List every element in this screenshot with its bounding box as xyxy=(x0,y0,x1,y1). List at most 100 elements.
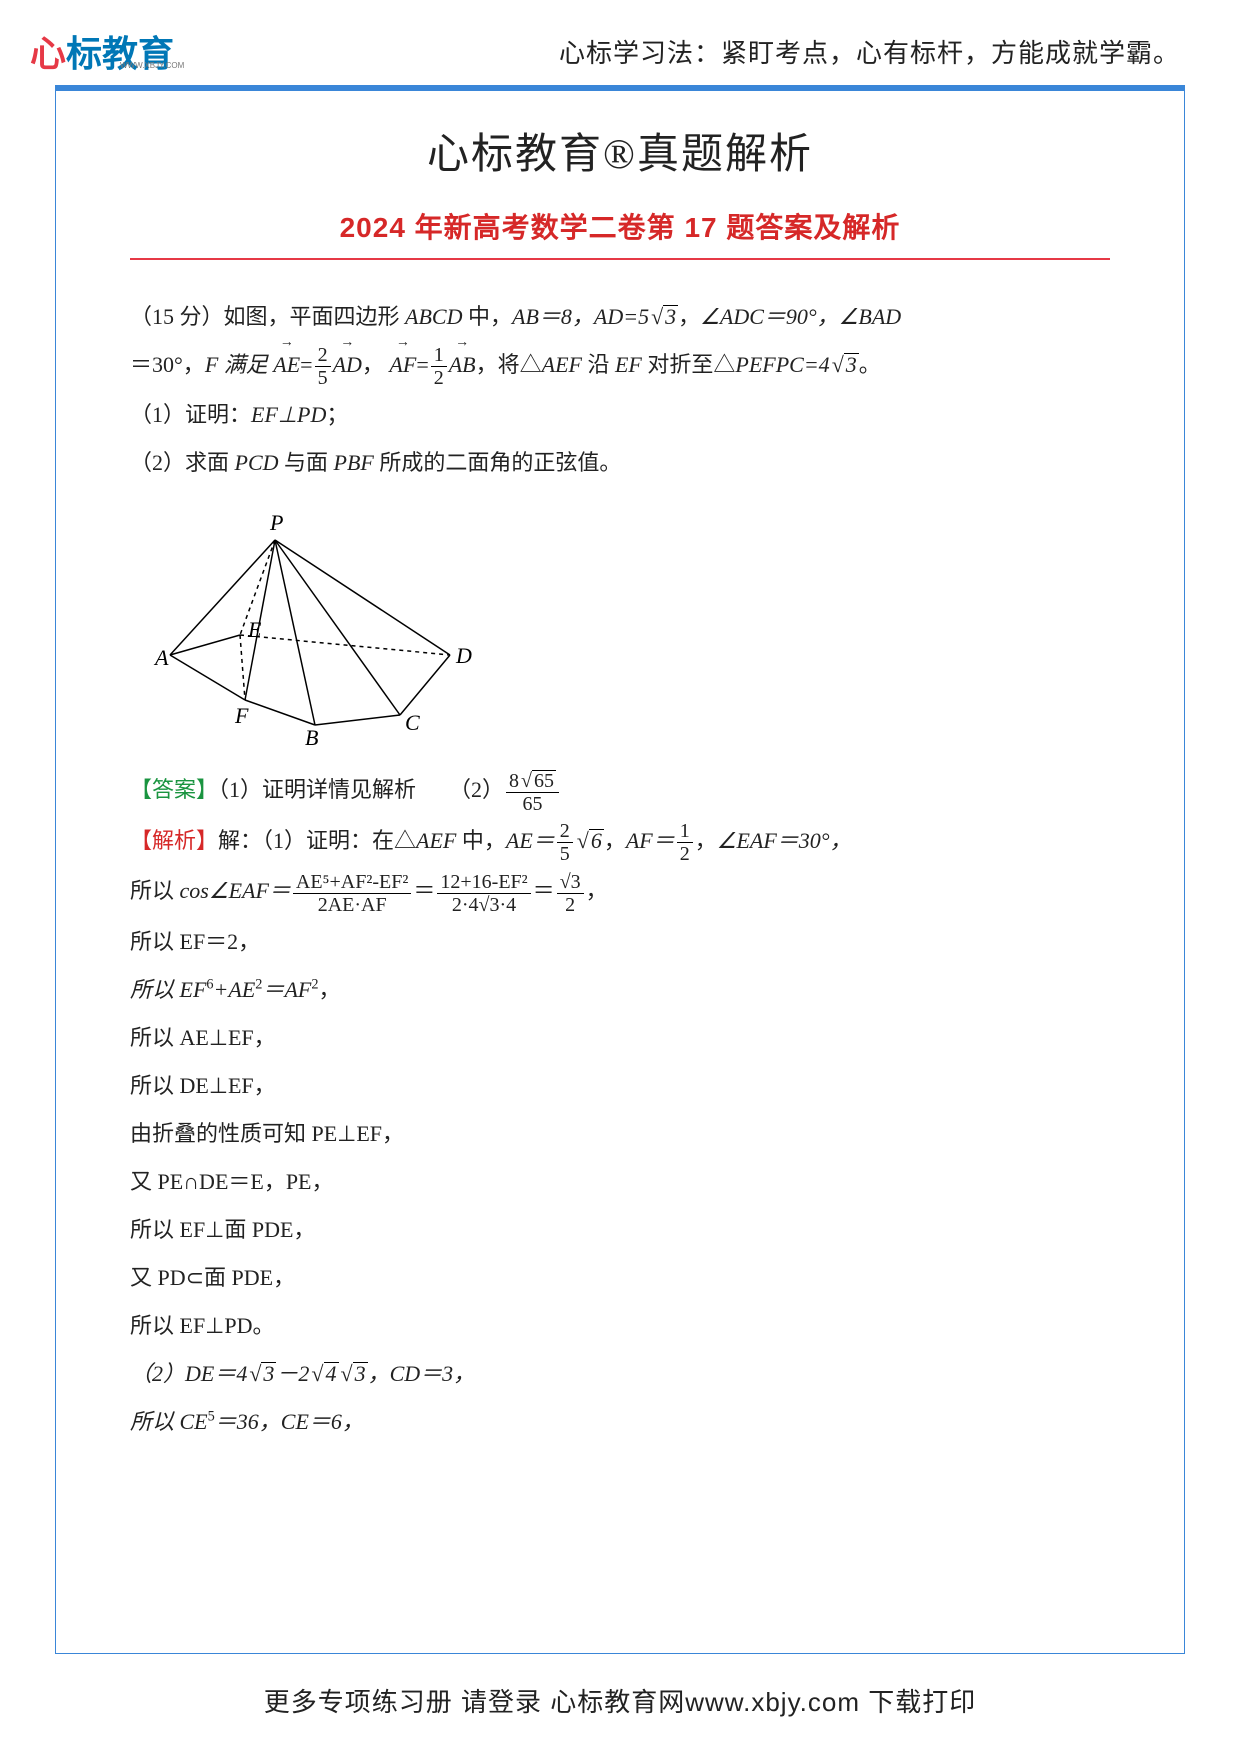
sqrt3b: 3 xyxy=(844,353,859,376)
eq30: ＝30°， xyxy=(130,352,205,377)
t: 中， xyxy=(456,828,506,853)
d: 2·4√3·4 xyxy=(437,894,530,916)
n: 12+16-EF² xyxy=(437,871,530,894)
pef: PEF xyxy=(735,352,775,377)
sqrt3: 3 xyxy=(663,305,678,328)
line-pdsub: 又 PD⊂面 PDE， xyxy=(130,1256,1110,1300)
n: 2 xyxy=(557,820,573,843)
dot: ， xyxy=(678,304,700,329)
line-deef: 所以 DE⊥EF， xyxy=(130,1064,1110,1108)
t: 沿 xyxy=(582,352,615,377)
parse-line-1: 【解析】解：（1）证明：在△AEF 中，AE＝256，AF＝12，∠EAF＝30… xyxy=(130,819,1110,865)
answer-frac: 86565 xyxy=(504,770,561,815)
two-fifths: 25 xyxy=(313,344,333,389)
line-efpd: 所以 EF⊥PD。 xyxy=(130,1304,1110,1348)
q1: （1）证明： xyxy=(130,402,251,427)
d: 2AE·AF xyxy=(293,894,411,916)
s3b: 3 xyxy=(353,1362,368,1385)
line-ce: 所以 CE5＝36，CE＝6， xyxy=(130,1400,1110,1444)
q2c: 所成的二面角的正弦值。 xyxy=(374,450,622,475)
so: 所以 xyxy=(130,878,180,903)
eq: = xyxy=(300,352,312,377)
ad5sqrt3: AD=53 xyxy=(594,304,678,329)
n: 1 xyxy=(677,820,693,843)
c: ， xyxy=(318,977,340,1002)
geometry-figure: P A E D F B C xyxy=(150,505,1110,750)
score: （15 分） xyxy=(130,304,224,329)
q2b: 与面 xyxy=(279,450,334,475)
parse-cos: 所以 cos∠EAF＝AE⁵+AF²-EF²2AE·AF＝12+16-EF²2·… xyxy=(130,869,1110,915)
sub-title: 2024 年新高考数学二卷第 17 题答案及解析 xyxy=(130,206,1110,246)
pbf: PBF xyxy=(334,450,374,475)
den: 65 xyxy=(506,793,559,815)
d: 2 xyxy=(557,894,584,916)
cos-frac-1: AE⁵+AF²-EF²2AE·AF xyxy=(291,871,413,916)
content: 心标教育®真题解析 2024 年新高考数学二卷第 17 题答案及解析 （15 分… xyxy=(130,120,1110,1448)
sqrt6: 6 xyxy=(589,829,604,852)
logo-red: 心 xyxy=(30,33,66,74)
figure-svg: P A E D F B C xyxy=(150,505,490,745)
num: 2 xyxy=(315,344,331,367)
answer-line: 【答案】（1）证明详情见解析 （2）86565 xyxy=(130,768,1110,814)
line-fold: 由折叠的性质可知 PE⊥EF， xyxy=(130,1112,1110,1156)
aef: AEF xyxy=(416,828,456,853)
bad: ∠BAD xyxy=(839,304,902,329)
vec-ae: AE xyxy=(273,343,300,387)
den: 5 xyxy=(315,367,331,389)
c: ， xyxy=(362,352,384,377)
label-f: F xyxy=(234,703,249,728)
question-line-2: ＝30°，F 满足 AE=25AD， AF=12AB，将△AEF 沿 EF 对折… xyxy=(130,343,1110,389)
abcd: ABCD xyxy=(405,304,462,329)
question-2: （2）求面 PCD 与面 PBF 所成的二面角的正弦值。 xyxy=(130,441,1110,485)
d: 5 xyxy=(557,843,573,865)
question-1: （1）证明：EF⊥PD； xyxy=(130,393,1110,437)
divider xyxy=(130,258,1110,260)
t: 对折至△ xyxy=(642,352,736,377)
one-half: 12 xyxy=(429,344,449,389)
label-c: C xyxy=(405,710,420,735)
main-title: 心标教育®真题解析 xyxy=(130,120,1110,181)
one-half-b: 12 xyxy=(675,820,695,865)
q2: （2）求面 xyxy=(130,450,235,475)
q-t2: 中， xyxy=(462,304,512,329)
label-p: P xyxy=(269,510,283,535)
cd3: ，CD＝3， xyxy=(368,1361,476,1386)
label-e: E xyxy=(247,617,262,642)
line-ef6: 所以 EF6+AE2＝AF2， xyxy=(130,968,1110,1012)
vec-af: AF xyxy=(389,343,416,387)
d: 2 xyxy=(677,843,693,865)
ae2: +AE xyxy=(214,977,256,1002)
logo-url: WWW.XBJY.COM xyxy=(120,61,184,70)
footer: 更多专项练习册 请登录 心标教育网www.xbjy.com 下载打印 xyxy=(0,1682,1240,1719)
line-pecap: 又 PE∩DE＝E，PE， xyxy=(130,1160,1110,1204)
two-fifths-b: 25 xyxy=(555,820,575,865)
cos-frac-2: 12+16-EF²2·4√3·4 xyxy=(435,871,532,916)
line-p2de: （2）DE＝43－243，CD＝3， xyxy=(130,1352,1110,1396)
vec-ad: AD xyxy=(333,343,362,387)
line-ef2: 所以 EF＝2， xyxy=(130,920,1110,964)
cos-frac-3: √32 xyxy=(555,871,586,916)
cos: cos∠EAF＝ xyxy=(180,878,291,903)
slogan: 心标学习法：紧盯考点，心有标杆，方能成就学霸。 xyxy=(559,33,1180,70)
a1: （1）证明详情见解析 xyxy=(218,777,416,802)
a2: （2） xyxy=(449,777,504,802)
answer-label: 【答案】 xyxy=(130,777,218,802)
label-a: A xyxy=(153,645,169,670)
num: 1 xyxy=(431,344,447,367)
parse-label: 【解析】 xyxy=(130,828,218,853)
t: 解：（1）证明：在△ xyxy=(218,828,416,853)
vec-ab: AB xyxy=(449,343,476,387)
de: （2）DE＝4 xyxy=(130,1361,247,1386)
adc: ∠ADC＝90°， xyxy=(700,304,839,329)
ef: EF xyxy=(615,352,642,377)
ce5: 所以 CE xyxy=(130,1409,208,1434)
t: ，将△ xyxy=(476,352,542,377)
s3: 3 xyxy=(261,1362,276,1385)
af: AF＝ xyxy=(626,828,675,853)
line-aeef: 所以 AE⊥EF， xyxy=(130,1016,1110,1060)
fsat: F 满足 xyxy=(205,352,273,377)
q1e: ； xyxy=(326,402,348,427)
header: 心标教育 WWW.XBJY.COM 心标学习法：紧盯考点，心有标杆，方能成就学霸… xyxy=(0,25,1240,75)
aef: AEF xyxy=(542,352,582,377)
eq2: = xyxy=(416,352,428,377)
